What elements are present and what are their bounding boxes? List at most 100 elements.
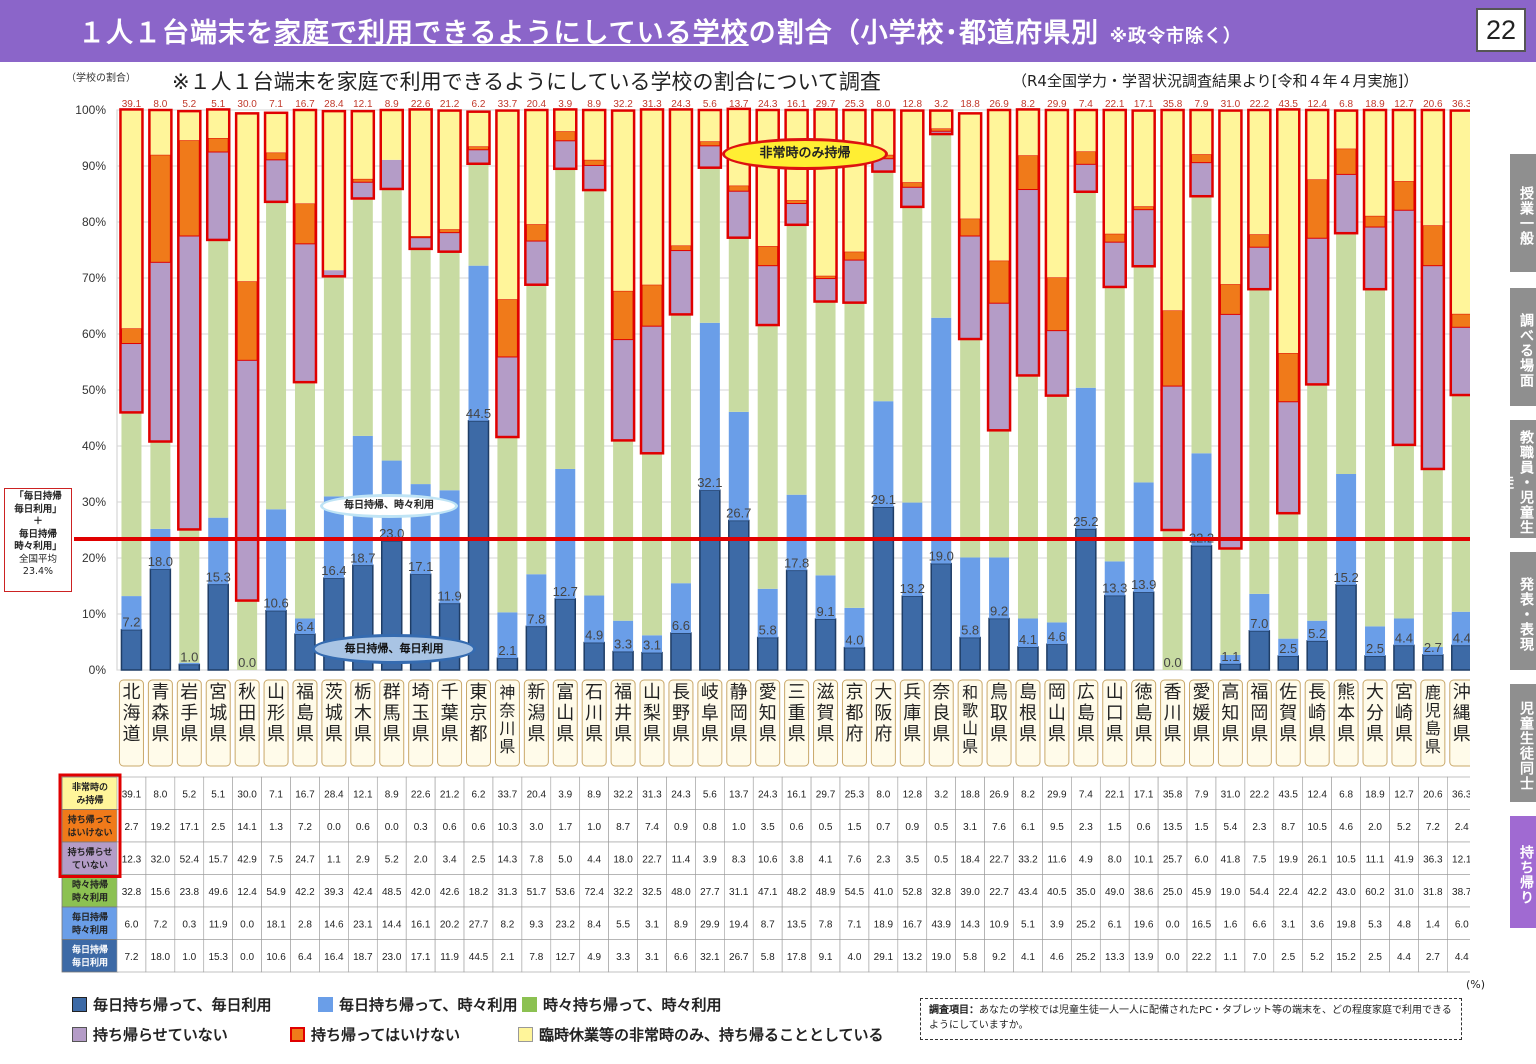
chart-legend: 毎日持ち帰って、毎日利用 毎日持ち帰って、時々利用 時々持ち帰って、時々利用 持… — [70, 994, 920, 1060]
daily-value-label: 5.8 — [759, 623, 777, 638]
category-label-char: 兵 — [903, 682, 921, 703]
bar-segment — [641, 284, 663, 327]
table-cell — [348, 939, 378, 973]
daily-value-label: 5.2 — [1308, 626, 1326, 641]
daily-value-label: 4.4 — [1395, 630, 1413, 645]
table-cell — [174, 841, 205, 875]
category-box — [813, 679, 839, 767]
bar-segment — [497, 612, 518, 659]
bar-segment — [930, 127, 952, 132]
table-cell-value: 3.9 — [1050, 919, 1064, 930]
survey-question-box: 調査項目：あなたの学校では児童生徒一人一人に配備されたPC・タブレット等の端末を… — [920, 998, 1462, 1040]
bar-segment — [670, 245, 692, 252]
table-cell-value: 16.1 — [411, 919, 431, 930]
table-row-label: 毎日持帰 — [72, 944, 108, 956]
category-label-char: 県 — [180, 724, 198, 745]
table-cell-value: 43.9 — [931, 919, 951, 930]
y-tick-label: 100% — [75, 103, 106, 117]
side-tab-teachers-students[interactable]: 教職員・児童生徒 — [1498, 420, 1536, 538]
category-label-char: 野 — [672, 703, 690, 724]
table-cell — [1042, 906, 1072, 940]
table-cell-value: 33.2 — [1018, 854, 1038, 865]
bar-segment — [1104, 286, 1125, 562]
bar-segment — [959, 636, 981, 671]
table-cell-value: 3.5 — [761, 822, 775, 833]
bar-segment — [873, 171, 894, 402]
table-cell-value: 5.8 — [963, 952, 977, 963]
emergency-value-label: 21.2 — [440, 99, 460, 110]
survey-title: 調査項目： — [929, 1005, 979, 1016]
category-label-char: 森 — [151, 703, 169, 724]
table-cell-value: 4.4 — [587, 854, 601, 865]
table-cell-value: 20.6 — [1423, 789, 1443, 800]
bar-outline — [726, 107, 752, 239]
category-label-char: 島 — [1019, 682, 1037, 703]
table-cell — [203, 939, 233, 973]
bar-segment — [294, 618, 315, 635]
table-cell-value: 39.0 — [960, 887, 980, 898]
bar-segment — [352, 182, 373, 199]
table-cell — [1302, 776, 1332, 810]
table-cell-value: 17.1 — [411, 952, 431, 963]
table-cell-value: 38.7 — [1452, 887, 1470, 898]
bar-segment — [844, 260, 865, 303]
table-cell — [1128, 809, 1159, 843]
table-cell — [1273, 874, 1304, 908]
table-cell — [434, 874, 465, 908]
side-tab-peers[interactable]: 児童生徒同士 — [1510, 684, 1536, 802]
category-label-char: 城 — [209, 703, 227, 724]
side-tab-research[interactable]: 調べる場面 — [1510, 288, 1536, 406]
bar-segment — [1278, 638, 1299, 656]
table-cell — [116, 841, 147, 875]
bar-segment — [1190, 544, 1213, 671]
bar-segment — [149, 154, 171, 263]
table-row-header — [61, 939, 119, 973]
category-label-char: 府 — [874, 724, 892, 745]
table-cell — [290, 939, 320, 973]
table-cell-value: 1.0 — [587, 822, 601, 833]
table-cell-value: 0.5 — [819, 822, 833, 833]
table-cell-value: 31.1 — [729, 887, 749, 898]
bar-outline — [1420, 108, 1446, 471]
table-cell-value: 0.0 — [1166, 919, 1180, 930]
table-cell-value: 3.6 — [1310, 919, 1324, 930]
category-label-char: 岐 — [701, 682, 719, 703]
table-cell-value: 3.5 — [905, 854, 919, 865]
bar-segment — [121, 412, 142, 597]
side-tab-presentation[interactable]: 発表・表現 — [1510, 552, 1536, 670]
bar-segment — [786, 199, 808, 205]
category-label-char: 県 — [267, 724, 285, 745]
side-tab-lessons[interactable]: 授業一般 — [1510, 154, 1536, 272]
table-cell-value: 0.6 — [443, 822, 457, 833]
legend-swatch — [72, 997, 87, 1012]
category-label-char: 知 — [1221, 703, 1239, 724]
legend-label: 持ち帰らせていない — [93, 1026, 228, 1044]
table-cell — [1042, 841, 1072, 875]
bar-segment — [642, 326, 663, 454]
bar-segment — [468, 163, 489, 266]
table-cell-value: 32.2 — [613, 789, 633, 800]
table-row-label: 時々利用 — [72, 924, 108, 936]
category-label-char: 秋 — [238, 682, 256, 703]
daily-value-label: 10.6 — [263, 596, 288, 611]
bar-segment — [1132, 591, 1155, 671]
side-tab-take-home[interactable]: 持ち帰り — [1510, 816, 1536, 928]
table-cell-value: 29.9 — [1047, 789, 1067, 800]
table-cell-value: 53.6 — [556, 887, 576, 898]
callout-daily-daily: 毎日持帰、毎日利用 — [312, 634, 476, 664]
table-cell-value: 35.8 — [1163, 789, 1183, 800]
bar-segment — [1046, 330, 1067, 396]
bar-outline — [871, 108, 896, 173]
table-cell — [1013, 809, 1043, 843]
bar-segment — [1336, 174, 1357, 234]
table-cell-value: 7.1 — [269, 789, 283, 800]
bar-segment — [265, 152, 287, 161]
table-cell — [1071, 809, 1101, 843]
category-label-char: 高 — [1221, 682, 1239, 703]
bar-segment — [1162, 530, 1183, 670]
table-cell-value: 36.3 — [1423, 854, 1443, 865]
emergency-value-label: 3.2 — [934, 99, 948, 110]
category-label-char: 県 — [962, 737, 978, 756]
bar-segment — [554, 130, 576, 142]
bar-segment — [1017, 646, 1039, 671]
